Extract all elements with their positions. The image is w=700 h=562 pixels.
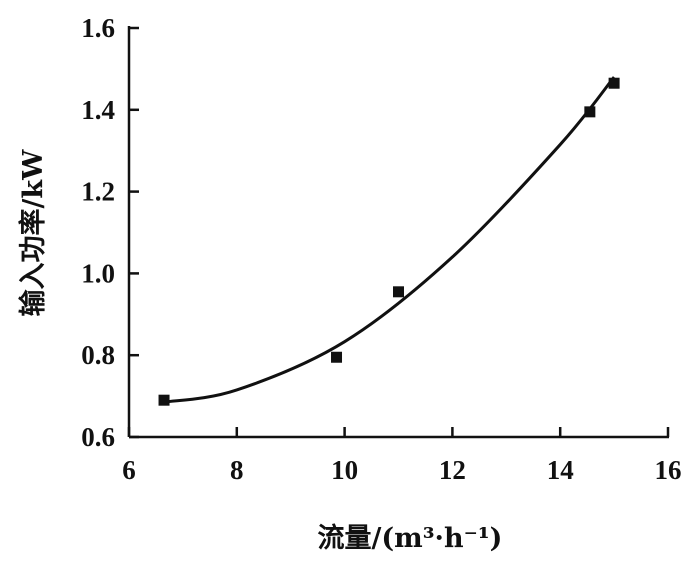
- x-tick-label: 16: [655, 455, 682, 485]
- x-tick-label: 12: [439, 455, 466, 485]
- fit-curve: [163, 76, 616, 404]
- x-ticks: 6 8 10 12 14 16: [122, 427, 682, 485]
- x-tick-label: 8: [230, 455, 244, 485]
- x-tick-label: 14: [547, 455, 574, 485]
- x-axis-label: 流量/(m³·h⁻¹): [318, 523, 503, 554]
- y-tick-label: 1.0: [81, 258, 115, 288]
- data-point: [158, 394, 170, 406]
- y-tick-label: 0.6: [81, 422, 115, 452]
- data-point: [393, 286, 404, 298]
- y-tick-label: 1.4: [81, 95, 115, 125]
- axes: [127, 26, 669, 439]
- data-point: [584, 106, 596, 118]
- data-point: [331, 351, 343, 363]
- data-point: [608, 77, 620, 89]
- y-tick-label: 1.2: [81, 177, 115, 207]
- data-points: [158, 77, 620, 406]
- y-ticks: 0.6 0.8 1.0 1.2 1.4 1.6: [81, 13, 139, 452]
- y-axis-label: 输入功率/kW: [17, 149, 49, 317]
- y-tick-label: 0.8: [81, 340, 115, 370]
- x-tick-label: 10: [331, 455, 358, 485]
- y-tick-label: 1.6: [81, 13, 115, 43]
- x-tick-label: 6: [122, 455, 136, 485]
